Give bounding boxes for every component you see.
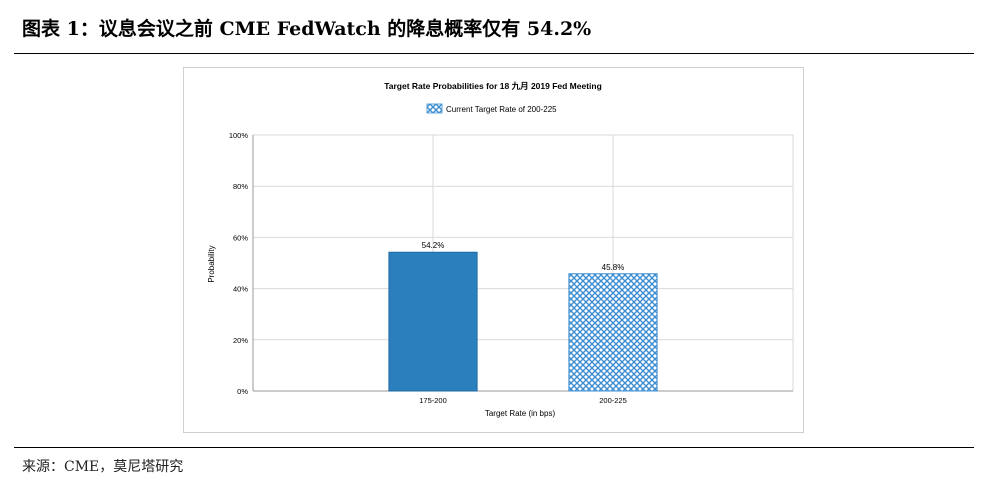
legend-swatch — [426, 103, 443, 114]
chart-title: Target Rate Probabilities for 18 九月 2019… — [384, 81, 602, 91]
y-tick-label: 20% — [233, 336, 248, 345]
source-note: 来源：CME，莫尼塔研究 — [22, 459, 184, 475]
y-tick-label: 60% — [233, 233, 248, 242]
y-tick-label: 40% — [233, 285, 248, 294]
bar-chart: Target Rate Probabilities for 18 九月 2019… — [207, 81, 794, 418]
x-axis-label: Target Rate (in bps) — [485, 409, 556, 418]
chart-legend: Current Target Rate of 200-225 — [426, 103, 557, 114]
bar-175-200 — [388, 251, 478, 392]
bar-value-label: 54.2% — [422, 241, 445, 250]
plot-area: 0% 20% 40% 60% 80% 100% 54.2% 175-200 45.8% 200-2… — [229, 131, 794, 405]
y-axis-label: Probability — [207, 245, 216, 282]
bar-value-label: 45.8% — [602, 263, 625, 272]
y-tick-label: 0% — [237, 387, 248, 396]
top-divider — [14, 53, 974, 54]
bottom-divider — [14, 447, 974, 448]
x-tick-label: 175-200 — [419, 396, 447, 405]
x-tick-label: 200-225 — [599, 396, 627, 405]
y-tick-label: 80% — [233, 182, 248, 191]
chart-panel: Target Rate Probabilities for 18 九月 2019… — [183, 67, 804, 433]
figure-title: 图表 1：议息会议之前 CME FedWatch 的降息概率仅有 54.2% — [22, 18, 592, 40]
bar-200-225 — [568, 273, 658, 392]
legend-label: Current Target Rate of 200-225 — [446, 105, 557, 114]
y-tick-label: 100% — [229, 131, 249, 140]
